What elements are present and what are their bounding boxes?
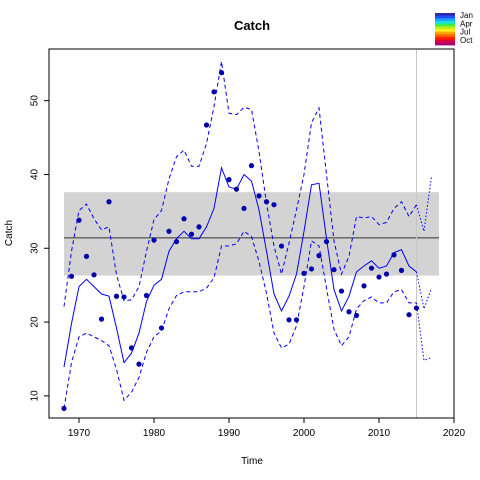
observation-point [346,309,352,315]
observation-point [151,237,157,243]
observation-point [308,266,315,272]
observation-point [398,267,405,273]
series-forecast-lower-line [416,302,432,362]
observation-point [211,89,217,95]
y-axis-label: Catch [4,220,15,246]
observation-point [406,312,412,318]
legend-color-swatch [435,37,455,41]
y-tick-label: 50 [30,95,41,107]
legend-label-apr: Apr [460,19,473,28]
observation-point [166,228,172,234]
series-forecast-mid-line [416,271,432,311]
observation-point [68,273,75,279]
observation-point [263,199,270,205]
observation-point [173,239,180,245]
legend-color-swatch [435,39,455,43]
y-tick-label: 10 [30,390,41,402]
observation-point [301,270,307,276]
observation-point [226,177,232,183]
observation-point [61,405,67,412]
legend-color-swatch [435,34,455,38]
observation-point [413,305,420,311]
legend-color-swatch [435,31,455,35]
observation-point [256,193,262,199]
legend-color-swatch [435,13,455,17]
legend-color-swatch [435,29,455,33]
legend-color-swatch [435,23,455,27]
y-tick-label: 20 [30,316,41,328]
chart-title: Catch [234,18,270,33]
observation-point [98,316,105,322]
observation-point [391,252,397,258]
y-tick-label: 30 [30,242,41,254]
observation-point [113,293,120,299]
observation-point [248,163,255,169]
x-tick-label: 2020 [443,428,466,439]
x-tick-label: 1990 [218,428,241,439]
observation-point [76,217,82,223]
observation-point [91,272,97,278]
observation-point [368,265,375,271]
observation-point [241,205,247,212]
legend-label-oct: Oct [460,36,473,45]
plot-frame [48,48,455,419]
observation-point [143,292,150,299]
legend-color-swatch [435,18,455,22]
x-tick-label: 1970 [68,428,91,439]
x-tick-label: 2000 [293,428,316,439]
observation-point [338,288,345,294]
observation-point [218,70,225,76]
legend-color-swatch [435,26,455,30]
observation-point [376,274,382,280]
observation-point [181,216,187,222]
observation-point [293,317,300,323]
observation-point [361,283,367,289]
observation-point [106,199,112,205]
observation-point [83,253,90,259]
observation-point [316,253,322,259]
observation-point [278,243,285,249]
observation-point [121,294,127,300]
x-tick-label: 1980 [143,428,166,439]
legend-color-swatch [435,15,455,19]
series-fitted-line [63,165,417,368]
observation-point [233,186,240,192]
observation-point [271,202,277,208]
observation-point [331,267,337,273]
y-tick-label: 40 [30,168,41,180]
x-tick-label: 2010 [368,428,391,439]
mean-band [64,192,439,276]
plot-area: 1970 1980 1990 2000 2010 2020 10 20 30 40 50 [30,48,466,439]
observation-point [158,325,165,331]
observation-point [128,345,135,351]
legend-color-swatch [435,21,455,25]
observation-point [136,361,142,367]
x-axis-label: Time [241,456,263,467]
legend-label-jul: Jul [460,28,470,37]
legend-color-swatch [435,42,455,46]
observation-point [203,122,210,128]
observation-point [323,239,330,245]
observation-point [286,317,292,323]
legend-label-jan: Jan [460,11,473,20]
observation-point [196,224,202,230]
series-lower-line [63,230,417,409]
observation-point [383,271,390,277]
observation-point [188,231,195,237]
observation-point [353,312,360,319]
